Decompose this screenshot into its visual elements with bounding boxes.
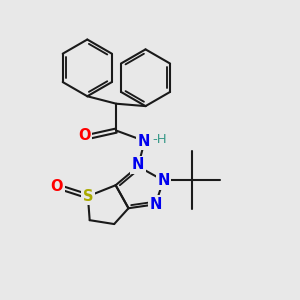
Text: N: N [157, 173, 170, 188]
Text: S: S [82, 189, 93, 204]
Text: N: N [138, 134, 150, 148]
Text: -H: -H [153, 133, 167, 146]
Text: O: O [78, 128, 90, 143]
Text: N: N [132, 158, 144, 172]
Text: N: N [149, 197, 162, 212]
Text: O: O [51, 179, 63, 194]
